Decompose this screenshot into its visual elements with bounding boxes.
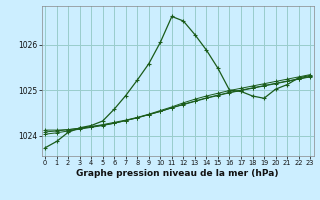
X-axis label: Graphe pression niveau de la mer (hPa): Graphe pression niveau de la mer (hPa) bbox=[76, 169, 279, 178]
